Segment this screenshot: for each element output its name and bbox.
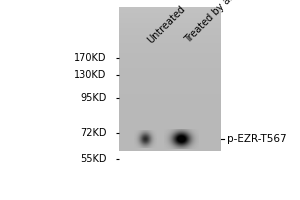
Text: 55KD: 55KD: [80, 154, 106, 164]
Text: p-EZR-T567: p-EZR-T567: [226, 134, 286, 144]
Text: Untreated: Untreated: [146, 3, 188, 45]
Text: 72KD: 72KD: [80, 128, 106, 138]
Text: Treated by anisomycin: Treated by anisomycin: [183, 0, 268, 45]
Text: 95KD: 95KD: [80, 93, 106, 103]
Text: 130KD: 130KD: [74, 70, 106, 80]
Text: 170KD: 170KD: [74, 53, 106, 63]
